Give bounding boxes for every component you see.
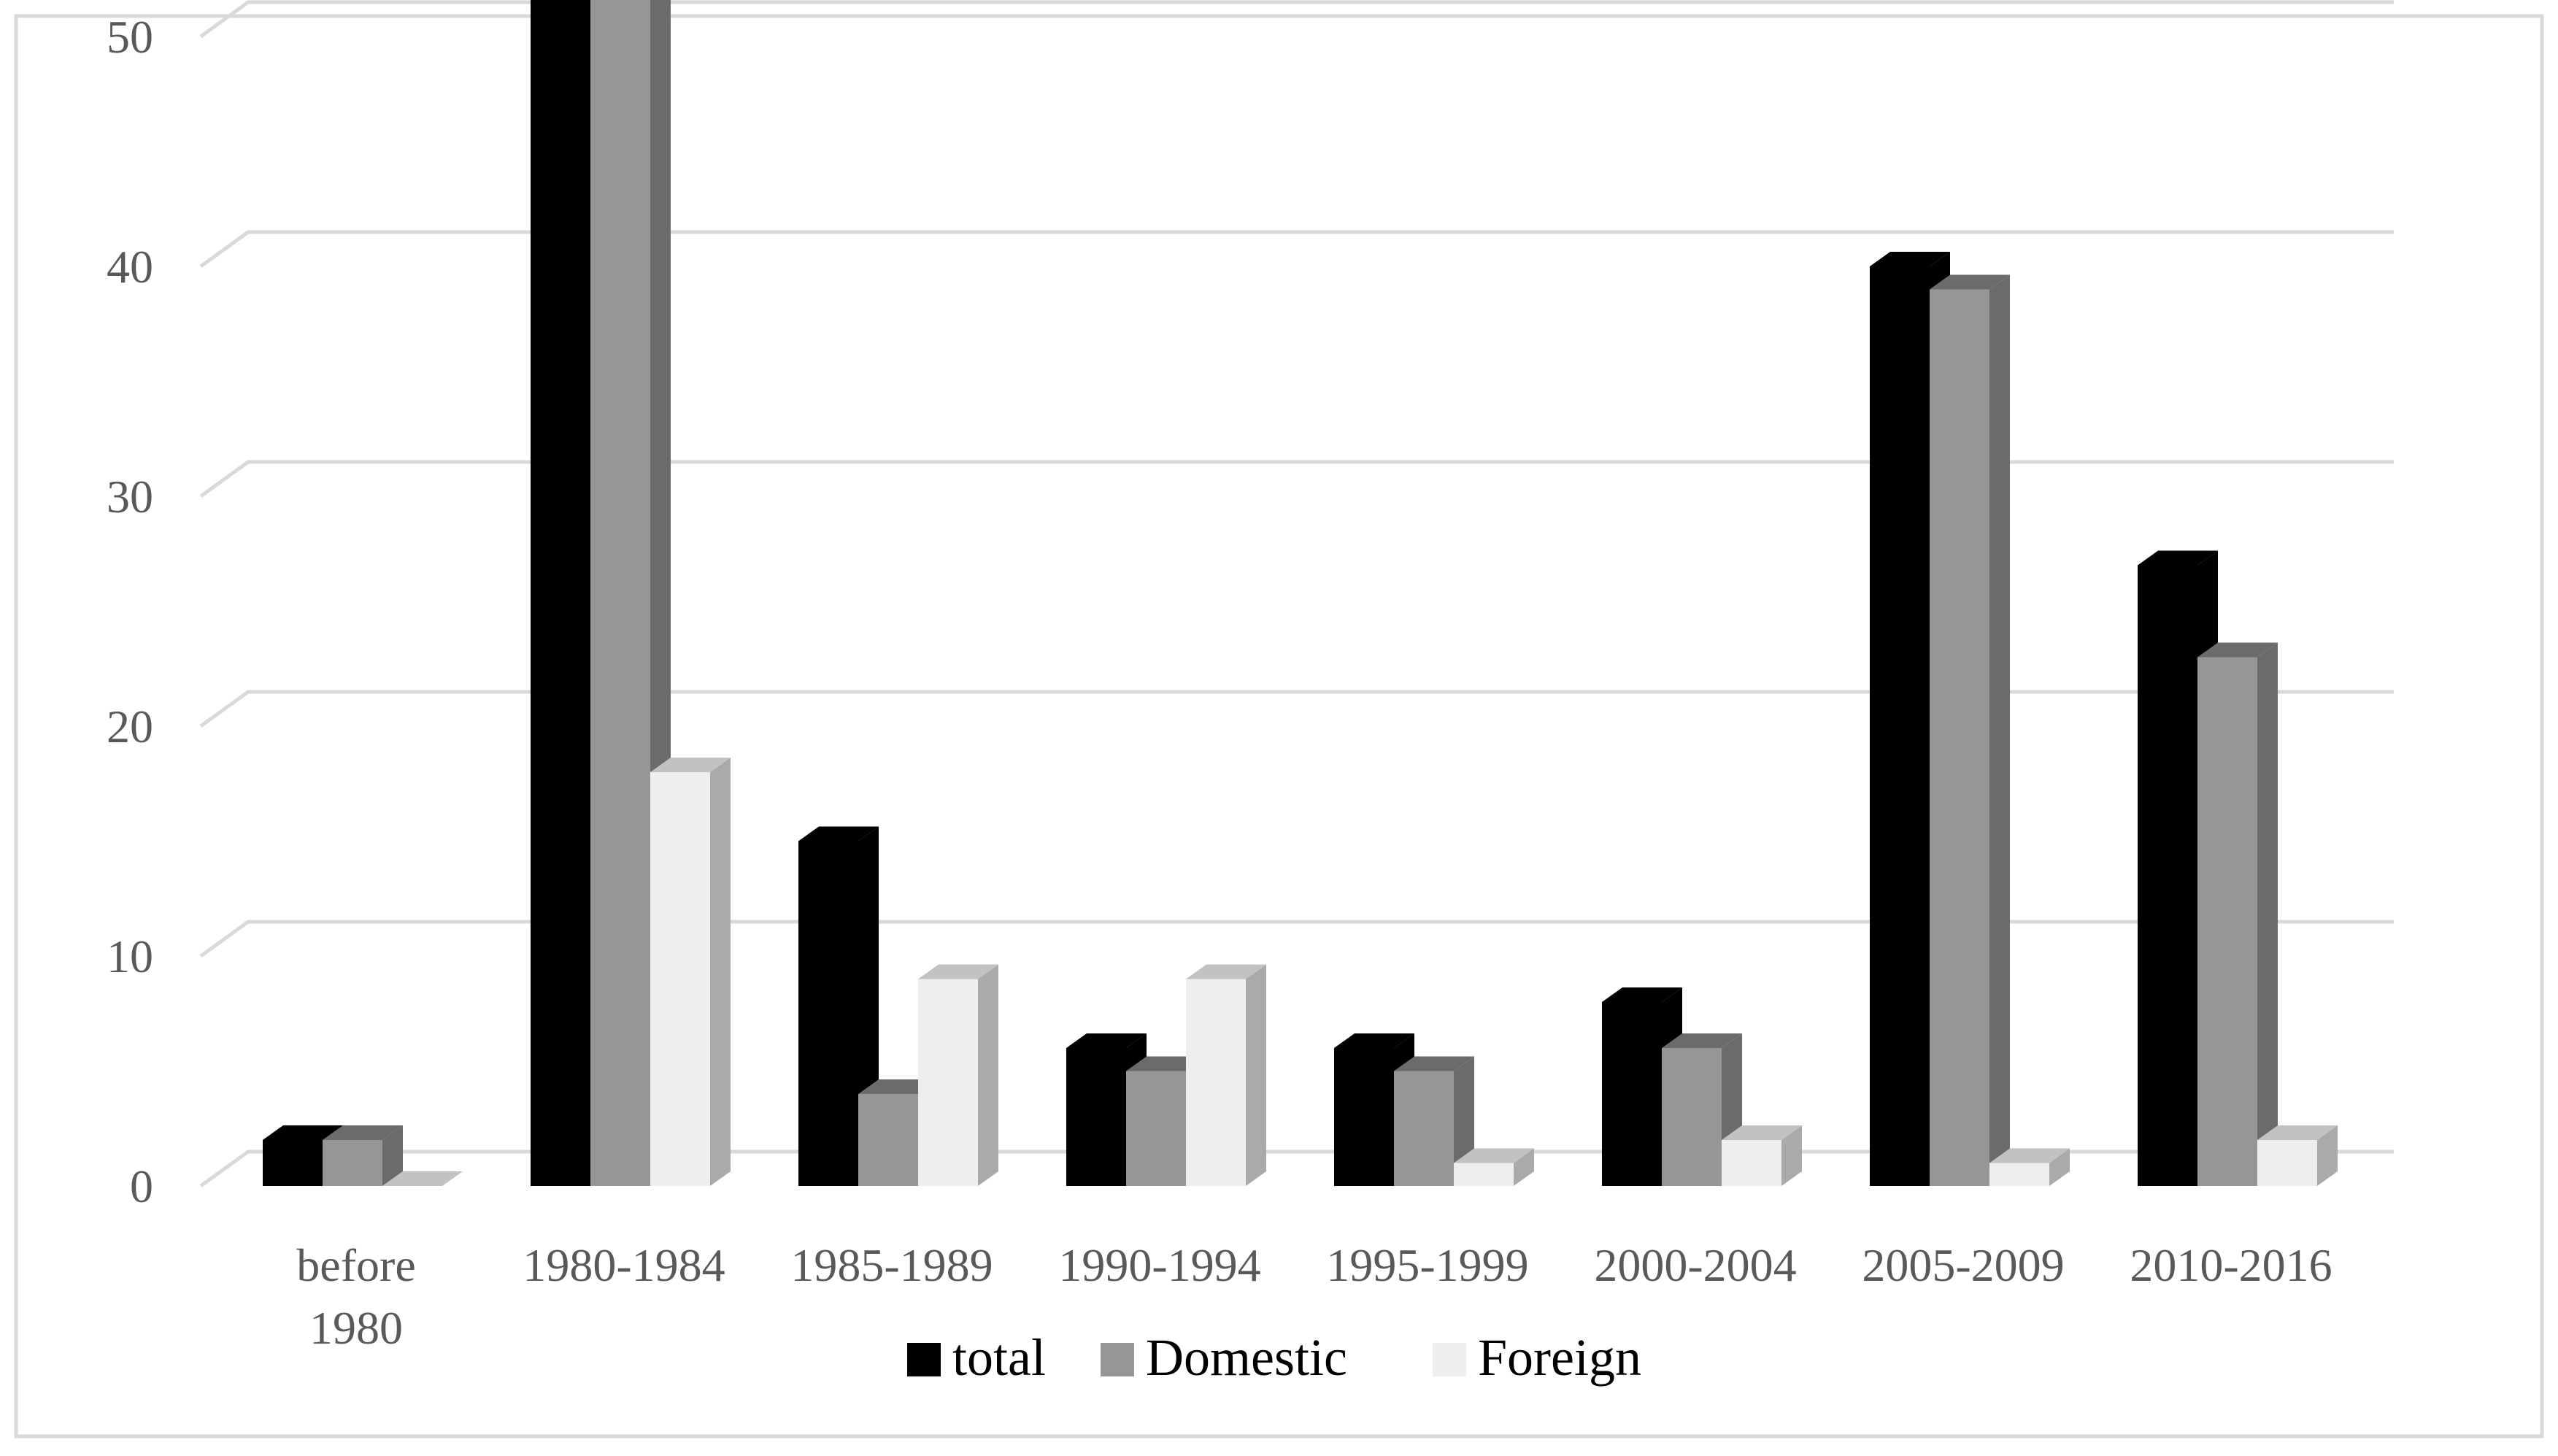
y-axis-ticks: 01020304050607080 — [107, 11, 153, 1212]
y-tick-label: 0 — [130, 1160, 153, 1212]
x-tick-label: 1990-1994 — [1058, 1239, 1260, 1291]
gridline — [199, 230, 2394, 269]
bars — [263, 0, 2338, 1186]
bar — [918, 964, 998, 1186]
legend-label: Domestic — [1146, 1328, 1347, 1387]
x-tick-label: 2010-2016 — [2130, 1239, 2332, 1291]
x-tick-label: 1985-1989 — [790, 1239, 993, 1291]
chart-border — [14, 14, 2544, 1438]
bar — [2197, 642, 2278, 1186]
gridline — [199, 0, 2394, 39]
legend: total Domestic Foreign — [907, 1328, 1641, 1387]
bar — [1454, 1148, 1534, 1186]
bar — [1930, 274, 2010, 1186]
gridline — [199, 920, 2394, 958]
bar — [650, 758, 731, 1186]
legend-swatch — [1101, 1343, 1134, 1376]
legend-label: total — [952, 1328, 1046, 1387]
legend-swatch — [1433, 1343, 1466, 1376]
y-tick-label: 40 — [107, 241, 153, 293]
gridline — [199, 460, 2394, 498]
x-tick-label: 2000-2004 — [1594, 1239, 1796, 1291]
legend-label: Foreign — [1478, 1328, 1641, 1387]
bar — [590, 0, 671, 1186]
y-tick-label: 30 — [107, 471, 153, 523]
x-tick-label: before 1980 — [296, 1239, 415, 1354]
gridline — [199, 690, 2394, 728]
legend-item: total — [907, 1328, 1046, 1387]
bar — [323, 1125, 403, 1186]
legend-item: Foreign — [1433, 1328, 1641, 1387]
bar — [1989, 1148, 2070, 1186]
bar — [1722, 1125, 1802, 1186]
x-tick-label: 2005-2009 — [1862, 1239, 2064, 1291]
x-axis-ticks: before 1980 1980-1984 1985-1989 1990-1994 199… — [296, 1239, 2332, 1354]
y-tick-label: 20 — [107, 701, 153, 752]
x-tick-label: 1995-1999 — [1326, 1239, 1528, 1291]
y-tick-label: 10 — [107, 931, 153, 982]
legend-swatch — [907, 1343, 941, 1376]
legend-item: Domestic — [1101, 1328, 1347, 1387]
bar — [382, 1171, 463, 1186]
bar — [2257, 1125, 2338, 1186]
y-tick-label: 50 — [107, 11, 153, 63]
x-tick-label: 1980-1984 — [523, 1239, 725, 1291]
bar — [1186, 964, 1266, 1186]
